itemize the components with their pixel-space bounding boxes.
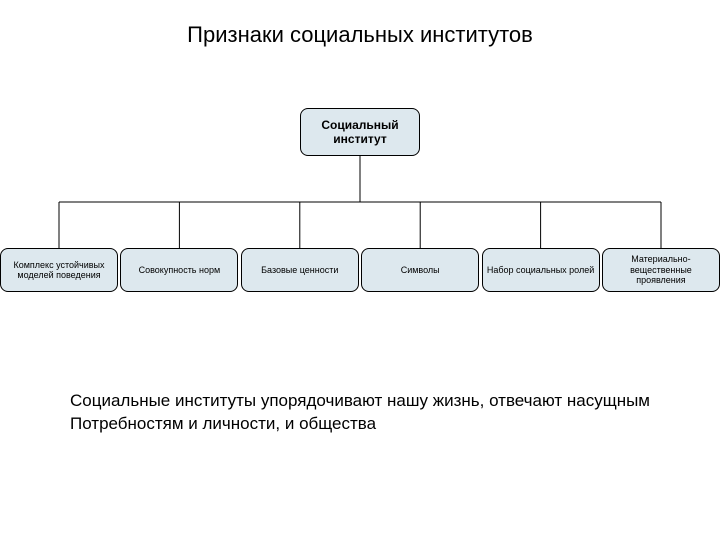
child-node: Набор социальных ролей — [482, 248, 600, 292]
caption-text: Социальные институты упорядочивают нашу … — [70, 390, 670, 436]
child-label: Символы — [401, 265, 440, 275]
child-label: Материально-вещественные проявления — [605, 254, 717, 285]
root-node: Социальный институт — [300, 108, 420, 156]
child-node: Совокупность норм — [120, 248, 238, 292]
child-label: Комплекс устойчивых моделей поведения — [3, 260, 115, 281]
child-node: Базовые ценности — [241, 248, 359, 292]
child-row: Комплекс устойчивых моделей поведения Со… — [0, 248, 720, 292]
child-node: Материально-вещественные проявления — [602, 248, 720, 292]
child-label: Совокупность норм — [139, 265, 221, 275]
child-node: Символы — [361, 248, 479, 292]
root-label: Социальный институт — [301, 118, 419, 147]
child-label: Набор социальных ролей — [487, 265, 594, 275]
page-title: Признаки социальных институтов — [0, 0, 720, 48]
child-node: Комплекс устойчивых моделей поведения — [0, 248, 118, 292]
org-diagram: Социальный институт Комплекс устойчивых … — [0, 108, 720, 408]
child-label: Базовые ценности — [261, 265, 338, 275]
